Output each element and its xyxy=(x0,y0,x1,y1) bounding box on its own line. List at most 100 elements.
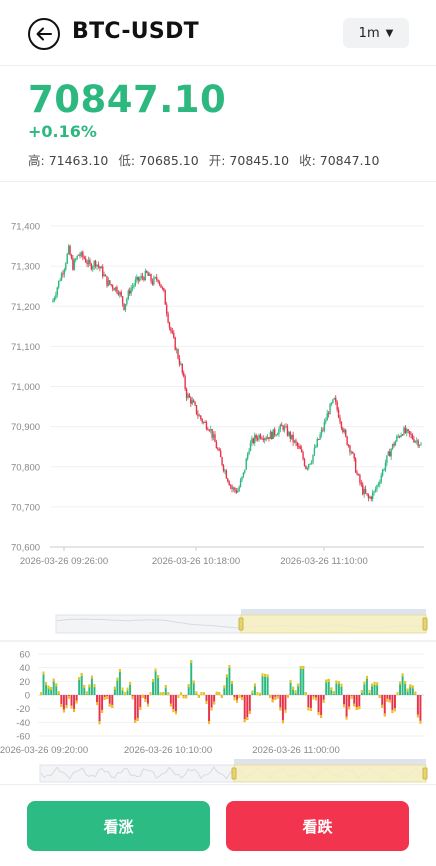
price-axis-label: 71,200 xyxy=(11,302,40,313)
back-arrow-icon xyxy=(36,27,52,41)
candle-up xyxy=(138,278,141,281)
candle-down xyxy=(123,303,125,310)
candle-down xyxy=(195,405,198,414)
candle-up xyxy=(266,437,269,439)
candle-down xyxy=(79,254,81,256)
macd-bar-tip xyxy=(213,701,216,705)
candle-up xyxy=(374,489,377,492)
macd-bar-tip xyxy=(185,695,188,699)
macd-bar-tip xyxy=(116,677,119,681)
macd-axis-label: 60 xyxy=(19,650,30,661)
candle-down xyxy=(69,245,71,256)
macd-bar-tip xyxy=(406,688,409,692)
macd-bar-down xyxy=(271,695,274,703)
macd-axis-label: -20 xyxy=(16,704,30,715)
macd-bar-up xyxy=(50,687,53,695)
candle-down xyxy=(411,435,414,439)
interval-select[interactable]: 1m ▼ xyxy=(343,18,409,48)
macd-bar-tip xyxy=(208,721,211,725)
candle-down xyxy=(261,438,263,440)
candle-down xyxy=(207,429,209,431)
kline-chart[interactable]: 71,400 71,300 71,200 71,100 71,000 70,900 70,8… xyxy=(0,182,436,784)
macd-bar-tip xyxy=(335,680,338,684)
macd-bar-tip xyxy=(404,681,407,685)
chart-area[interactable]: 71,400 71,300 71,200 71,100 71,000 70,900 70,8… xyxy=(0,182,436,784)
macd-bar-up xyxy=(340,683,343,695)
candle-up xyxy=(136,276,138,280)
macd-bar-up xyxy=(266,674,269,695)
candle-up xyxy=(326,413,328,421)
macd-bar-down xyxy=(101,695,104,713)
macd-bar-tip xyxy=(281,720,284,724)
candle-down xyxy=(82,252,84,258)
candle-down xyxy=(185,388,188,398)
macd-bar-tip xyxy=(251,690,254,694)
candle-down xyxy=(168,322,171,328)
candle-up xyxy=(75,259,77,261)
back-button[interactable] xyxy=(28,18,60,50)
macd-bar-up xyxy=(88,684,91,695)
zoom-slider-top-bar xyxy=(241,609,426,615)
macd-bar-tip xyxy=(317,712,320,716)
candle-up xyxy=(332,399,334,404)
stat-low-value: 70685.10 xyxy=(139,153,199,168)
macd-bar-up xyxy=(157,675,160,695)
candle-up xyxy=(312,454,314,463)
zoom-handle-right xyxy=(422,617,428,631)
macd-bar-up xyxy=(154,668,157,695)
candle-down xyxy=(252,438,255,444)
macd-bar-down xyxy=(307,695,310,711)
macd-axis-label: 20 xyxy=(19,677,30,688)
macd-bar-up xyxy=(399,681,402,695)
macd-bar-tip xyxy=(113,686,116,690)
interval-value: 1m xyxy=(358,25,380,41)
candle-up xyxy=(244,469,246,473)
macd-bar-tip xyxy=(103,696,106,700)
macd-bar-down xyxy=(111,695,114,708)
macd-bar-tip xyxy=(225,674,228,678)
candle-up xyxy=(291,434,293,439)
candle-up xyxy=(403,427,405,435)
macd-bar-tip xyxy=(414,691,417,695)
macd-bar-up xyxy=(52,678,55,695)
candle-up xyxy=(313,447,316,455)
candle-up xyxy=(272,429,274,439)
macd-bar-down xyxy=(205,695,208,704)
price-axis-label: 71,300 xyxy=(11,262,40,273)
macd-bar-tip xyxy=(238,694,241,698)
macd-bar-tip xyxy=(233,697,236,701)
candle-down xyxy=(147,272,149,276)
macd-bar-tip xyxy=(292,686,295,690)
macd-bar-tip xyxy=(78,677,81,681)
macd-bar-tip xyxy=(202,692,205,696)
macd-bar-down xyxy=(246,695,249,721)
candle-down xyxy=(337,409,340,418)
candle-down xyxy=(231,486,233,490)
macd-bar-tip xyxy=(399,681,402,685)
candle-up xyxy=(153,277,155,285)
macd-bar-down xyxy=(73,695,76,712)
macd-bar-tip xyxy=(388,699,391,703)
buy-up-button[interactable]: 看涨 xyxy=(27,801,210,851)
macd-bar-tip xyxy=(90,675,93,679)
macd-bar-tip xyxy=(253,683,256,687)
candle-up xyxy=(96,264,98,267)
macd-bar-tip xyxy=(62,709,65,713)
macd-bar-down xyxy=(136,695,139,721)
candle-down xyxy=(300,449,303,453)
candle-up xyxy=(63,269,66,275)
candle-down xyxy=(129,290,131,294)
stat-low-label: 低: xyxy=(118,153,136,168)
macd-bar-tip xyxy=(111,704,114,708)
candle-down xyxy=(72,258,74,270)
candle-up xyxy=(288,432,290,436)
candle-down xyxy=(109,280,111,285)
candle-up xyxy=(80,252,83,256)
candle-up xyxy=(56,287,58,295)
macd-bar-tip xyxy=(348,706,351,710)
candle-up xyxy=(283,426,286,430)
macd-bar-tip xyxy=(47,685,50,689)
buy-down-button[interactable]: 看跌 xyxy=(226,801,409,851)
candle-up xyxy=(210,429,212,431)
candle-up xyxy=(391,443,394,449)
